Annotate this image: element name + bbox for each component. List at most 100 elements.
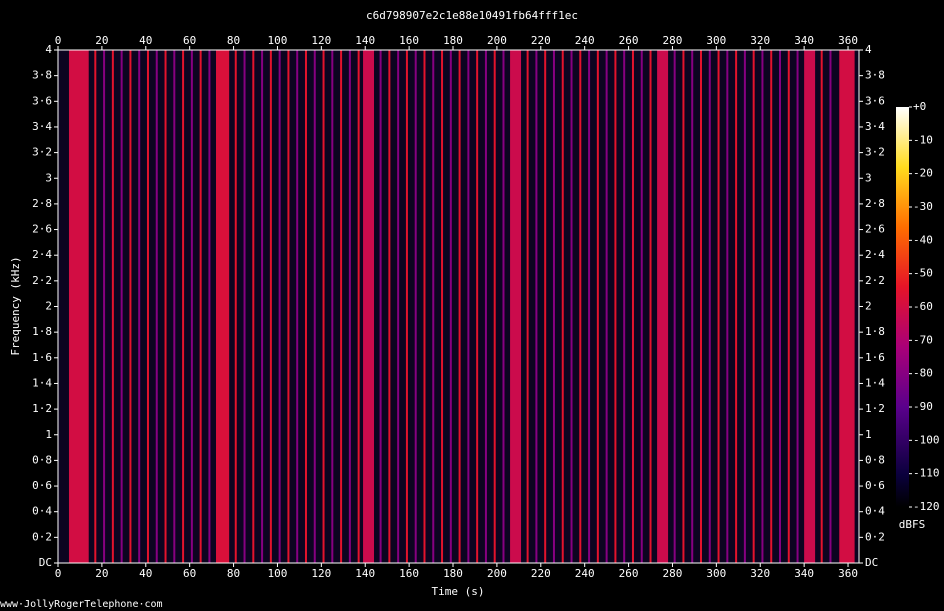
x-tick-label: 280: [663, 34, 683, 47]
tone-line: [296, 50, 299, 563]
tone-line: [340, 50, 343, 563]
y-tick-label: 3·6: [865, 94, 885, 107]
tone-line: [579, 50, 582, 563]
tone-line: [691, 50, 694, 563]
colorbar-tick-label: -60: [913, 300, 933, 313]
x-axis-label: Time (s): [432, 585, 485, 598]
burst: [216, 50, 230, 563]
tone-line: [761, 50, 764, 563]
colorbar-label: dBFS: [899, 518, 926, 531]
y-tick-label: 3·8: [32, 69, 52, 82]
y-tick-label: 2·2: [32, 274, 52, 287]
y-tick-label: 2·6: [32, 223, 52, 236]
tone-line: [829, 50, 832, 563]
y-tick-label: 1·4: [865, 376, 885, 389]
x-tick-label: 0: [55, 34, 62, 47]
colorbar-tick-label: -120: [913, 500, 940, 513]
colorbar-tick-label: +0: [913, 100, 926, 113]
y-tick-label: 2: [865, 300, 872, 313]
x-tick-label: 100: [268, 567, 288, 580]
tone-line: [182, 50, 185, 563]
x-tick-label: 160: [399, 567, 419, 580]
tone-line: [476, 50, 479, 563]
x-tick-label: 120: [311, 567, 331, 580]
x-tick-label: 320: [750, 567, 770, 580]
x-tick-label: 80: [227, 34, 240, 47]
colorbar-tick-label: -40: [913, 233, 933, 246]
tone-line: [111, 50, 114, 563]
y-tick-label: 1·2: [865, 402, 885, 415]
x-tick-label: 300: [706, 34, 726, 47]
tone-line: [278, 50, 281, 563]
y-tick-label: 2·4: [32, 248, 52, 261]
x-tick-label: 280: [663, 567, 683, 580]
tone-line: [199, 50, 202, 563]
burst: [363, 50, 375, 563]
x-tick-label: 180: [443, 567, 463, 580]
tone-line: [322, 50, 325, 563]
tone-line: [234, 50, 237, 563]
burst: [510, 50, 522, 563]
tone-line: [388, 50, 391, 563]
x-tick-label: 340: [794, 567, 814, 580]
tone-line: [357, 50, 360, 563]
y-tick-label: 1: [865, 428, 872, 441]
x-tick-label: 360: [838, 34, 858, 47]
x-tick-label: 200: [487, 567, 507, 580]
y-tick-label: 0·4: [865, 505, 885, 518]
tone-line: [605, 50, 608, 563]
tone-line: [699, 50, 702, 563]
tone-line: [778, 50, 781, 563]
tone-line: [673, 50, 676, 563]
tone-line: [614, 50, 617, 563]
x-tick-label: 40: [139, 34, 152, 47]
colorbar-tick-label: -10: [913, 133, 933, 146]
y-tick-label: 1·2: [32, 402, 52, 415]
tone-line: [526, 50, 529, 563]
x-tick-label: 160: [399, 34, 419, 47]
tone-line: [640, 50, 643, 563]
tone-line: [397, 50, 400, 563]
burst: [68, 50, 89, 563]
tone-line: [717, 50, 720, 563]
x-tick-label: 80: [227, 567, 240, 580]
y-tick-label: 1: [45, 428, 52, 441]
y-tick-label: 1·6: [865, 351, 885, 364]
tone-line: [502, 50, 505, 563]
burst: [839, 50, 855, 563]
tone-line: [379, 50, 382, 563]
x-tick-label: 260: [619, 34, 639, 47]
x-tick-label: 300: [706, 567, 726, 580]
y-tick-label: 0·4: [32, 505, 52, 518]
x-tick-label: 40: [139, 567, 152, 580]
x-tick-label: 220: [531, 34, 551, 47]
tone-line: [787, 50, 790, 563]
x-tick-label: 260: [619, 567, 639, 580]
x-tick-label: 120: [311, 34, 331, 47]
tone-line: [561, 50, 564, 563]
chart-title: c6d798907e2c1e88e10491fb64fff1ec: [366, 9, 578, 22]
tone-line: [735, 50, 738, 563]
x-tick-label: 140: [355, 34, 375, 47]
tone-line: [631, 50, 634, 563]
x-tick-label: 140: [355, 567, 375, 580]
plot-background: [58, 50, 859, 563]
tone-line: [120, 50, 123, 563]
x-tick-label: 220: [531, 567, 551, 580]
y-tick-label: DC: [865, 556, 878, 569]
tone-line: [164, 50, 167, 563]
y-tick-label: 1·6: [32, 351, 52, 364]
tone-line: [414, 50, 417, 563]
y-tick-label: 0·6: [32, 479, 52, 492]
y-tick-label: 2·8: [32, 197, 52, 210]
x-tick-label: 60: [183, 567, 196, 580]
y-tick-label: 3: [45, 171, 52, 184]
tone-line: [623, 50, 626, 563]
tone-line: [743, 50, 746, 563]
tone-line: [726, 50, 729, 563]
y-tick-label: 3·2: [865, 146, 885, 159]
tone-line: [796, 50, 799, 563]
tone-line: [441, 50, 444, 563]
y-tick-label: 3·4: [865, 120, 885, 133]
